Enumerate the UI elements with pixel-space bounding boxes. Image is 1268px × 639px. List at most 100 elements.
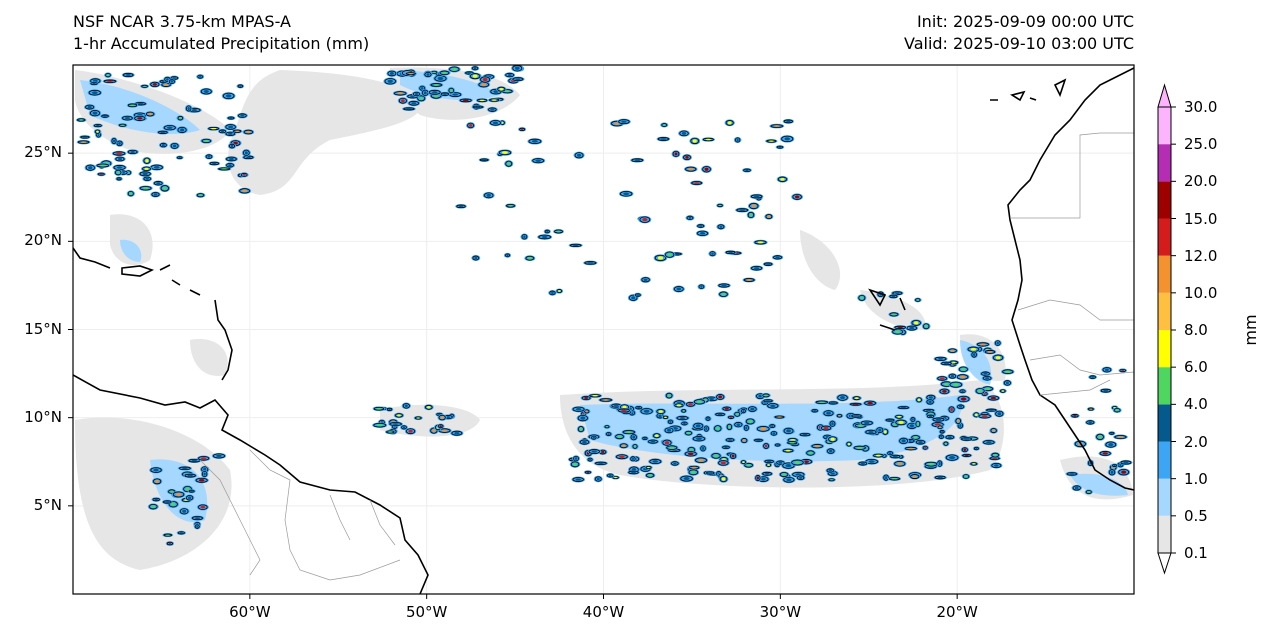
precip-cell-contour — [774, 443, 781, 447]
precip-cell-contour — [153, 478, 162, 485]
precip-cell-contour — [424, 404, 433, 410]
precip-cell-core — [515, 78, 521, 81]
precip-cell-core — [170, 80, 174, 83]
precip-cell-core — [507, 162, 511, 166]
precip-cell-contour — [615, 434, 624, 440]
precip-cell-contour — [828, 478, 835, 482]
precip-cell-core — [764, 444, 768, 448]
precip-cell-contour — [876, 427, 884, 433]
lon-tick-label: 40°W — [582, 603, 625, 621]
precip-cell-core — [808, 451, 813, 455]
precip-cell-core — [442, 93, 447, 95]
precip-cell-core — [216, 454, 222, 458]
precip-cell-core — [631, 457, 635, 461]
precip-cell-core — [749, 213, 753, 217]
precip-cell-core — [502, 151, 508, 154]
precip-cell-core — [437, 76, 444, 81]
precip-cell-core — [107, 80, 113, 82]
precip-cell-core — [166, 78, 169, 81]
precip-cell-core — [473, 67, 477, 70]
precip-cell-contour — [915, 420, 921, 428]
precip-cell-contour — [948, 373, 957, 379]
precip-cell-core — [171, 502, 176, 506]
precip-cell-contour — [725, 250, 736, 255]
precip-cell-core — [240, 114, 245, 117]
precip-cell-core — [770, 404, 776, 408]
precip-cell-contour — [584, 409, 590, 414]
precip-cell-core — [152, 83, 157, 86]
precip-cell-contour — [762, 393, 770, 398]
colorbar-tick-label: 10.0 — [1184, 283, 1218, 302]
precip-cell-contour — [718, 283, 730, 288]
precip-cell-contour — [184, 473, 196, 478]
precip-cell-core — [1110, 432, 1113, 434]
precip-cell-core — [389, 72, 394, 75]
precip-cell-core — [479, 99, 485, 102]
precip-cell-contour — [628, 294, 638, 301]
precip-cell-contour — [1071, 414, 1079, 418]
precip-cell-contour — [895, 414, 904, 419]
precip-cell-contour — [702, 166, 711, 173]
precip-cell-core — [196, 525, 199, 528]
precip-cell-core — [943, 382, 950, 386]
precip-cell-core — [619, 455, 625, 458]
precip-cell-core — [623, 192, 630, 196]
precip-cell-core — [786, 429, 791, 433]
axis-ticks — [68, 152, 958, 599]
precip-cell-contour — [662, 439, 672, 446]
precip-cell-contour — [904, 446, 917, 451]
precip-cell-core — [506, 254, 509, 257]
precip-cell-core — [622, 405, 627, 409]
precip-cell-core — [523, 235, 526, 239]
precip-cell-core — [766, 263, 771, 265]
precip-cell-core — [867, 401, 873, 405]
precip-cell-contour — [676, 415, 689, 421]
precip-cell-contour — [570, 461, 580, 468]
colorbar-min-extend — [1157, 552, 1172, 575]
precip-cell-contour — [405, 428, 416, 435]
convective-cells — [75, 65, 1133, 546]
precip-cell-contour — [693, 399, 705, 405]
precip-cell-core — [993, 453, 997, 457]
precip-cell-contour — [911, 319, 921, 326]
precip-cell-core — [928, 396, 933, 399]
precip-cell-contour — [685, 401, 695, 407]
precip-cell-contour — [198, 504, 208, 510]
precip-cell-core — [165, 501, 170, 503]
precip-cell-contour — [1066, 472, 1078, 476]
precip-cell-contour — [227, 116, 235, 120]
precip-cell-contour — [384, 78, 396, 85]
precip-cell-contour — [773, 255, 783, 260]
precip-cell-core — [891, 313, 896, 316]
precip-cell-core — [679, 417, 686, 420]
precip-cell-core — [892, 455, 898, 458]
precip-cell-core — [669, 446, 675, 449]
precip-cell-contour — [414, 416, 422, 420]
precip-cell-contour — [97, 172, 105, 176]
precip-cell-contour — [697, 230, 709, 236]
precip-cell-core — [584, 397, 589, 400]
precip-cell-contour — [727, 415, 735, 419]
precip-cell-core — [937, 476, 943, 479]
precip-cell-core — [913, 436, 918, 439]
precip-cell-contour — [647, 439, 658, 444]
precip-cell-core — [884, 476, 888, 480]
field-title: 1-hr Accumulated Precipitation (mm) — [73, 34, 370, 53]
precip-cell-core — [830, 479, 833, 481]
precip-cell-core — [191, 459, 197, 462]
precip-cell-contour — [569, 243, 582, 247]
precip-cell-core — [145, 177, 149, 180]
precip-cell-core — [168, 542, 172, 545]
precip-cell-contour — [715, 412, 726, 417]
precip-cell-contour — [163, 533, 173, 537]
precip-cell-contour — [955, 417, 962, 425]
precip-cell-core — [724, 407, 729, 410]
precip-cell-core — [691, 466, 697, 469]
precip-cell-core — [756, 439, 761, 441]
precip-cell-core — [504, 90, 510, 93]
precip-cell-core — [992, 457, 998, 460]
precip-cell-core — [655, 434, 659, 437]
precip-cell-contour — [748, 406, 757, 412]
precip-cell-core — [900, 406, 907, 409]
colorbar-tick-label: 4.0 — [1184, 395, 1208, 414]
